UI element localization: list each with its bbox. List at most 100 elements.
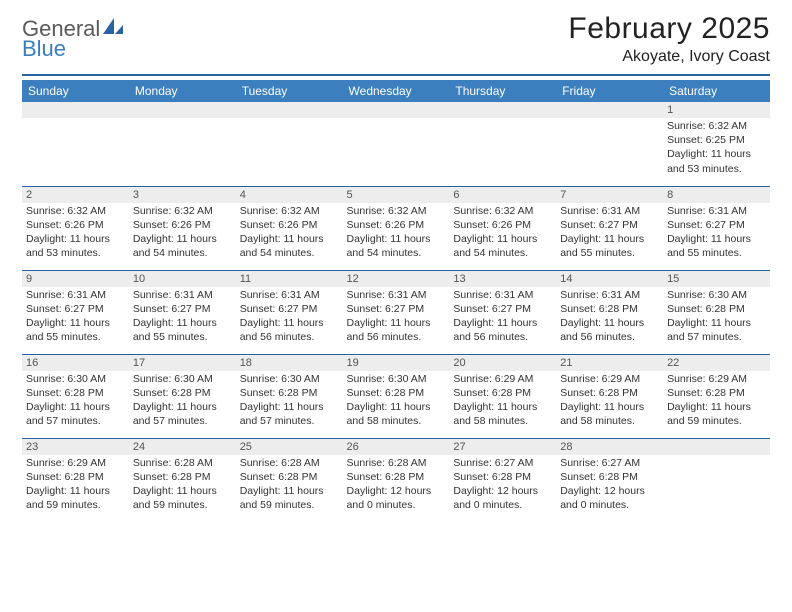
dayhead-thursday: Thursday (449, 80, 556, 102)
dayhead-friday: Friday (556, 80, 663, 102)
sunrise-line: Sunrise: 6:32 AM (347, 204, 446, 218)
sunset-line: Sunset: 6:27 PM (560, 218, 659, 232)
day-number: 8 (663, 187, 770, 203)
calendar-cell (343, 102, 450, 186)
calendar-cell: 16Sunrise: 6:30 AMSunset: 6:28 PMDayligh… (22, 354, 129, 438)
calendar-cell (556, 102, 663, 186)
calendar-cell: 13Sunrise: 6:31 AMSunset: 6:27 PMDayligh… (449, 270, 556, 354)
calendar-cell: 2Sunrise: 6:32 AMSunset: 6:26 PMDaylight… (22, 186, 129, 270)
daylight-line: Daylight: 11 hours and 58 minutes. (560, 400, 659, 428)
day-number: 22 (663, 355, 770, 371)
day-number: 13 (449, 271, 556, 287)
title-block: February 2025 Akoyate, Ivory Coast (568, 12, 770, 66)
calendar-cell (663, 438, 770, 522)
day-details: Sunrise: 6:32 AMSunset: 6:26 PMDaylight:… (236, 203, 343, 263)
day-number (449, 102, 556, 118)
calendar-cell: 22Sunrise: 6:29 AMSunset: 6:28 PMDayligh… (663, 354, 770, 438)
calendar-row: 1Sunrise: 6:32 AMSunset: 6:25 PMDaylight… (22, 102, 770, 186)
day-number: 6 (449, 187, 556, 203)
sunset-line: Sunset: 6:28 PM (560, 386, 659, 400)
calendar-cell: 12Sunrise: 6:31 AMSunset: 6:27 PMDayligh… (343, 270, 450, 354)
sunset-line: Sunset: 6:28 PM (26, 386, 125, 400)
location-text: Akoyate, Ivory Coast (568, 48, 770, 66)
calendar-cell (236, 102, 343, 186)
sunrise-line: Sunrise: 6:29 AM (26, 456, 125, 470)
dayhead-saturday: Saturday (663, 80, 770, 102)
day-number: 11 (236, 271, 343, 287)
daylight-line: Daylight: 12 hours and 0 minutes. (560, 484, 659, 512)
sunset-line: Sunset: 6:28 PM (453, 470, 552, 484)
day-details: Sunrise: 6:30 AMSunset: 6:28 PMDaylight:… (22, 371, 129, 431)
day-details: Sunrise: 6:30 AMSunset: 6:28 PMDaylight:… (343, 371, 450, 431)
daylight-line: Daylight: 11 hours and 54 minutes. (133, 232, 232, 260)
day-number: 14 (556, 271, 663, 287)
daylight-line: Daylight: 11 hours and 57 minutes. (667, 316, 766, 344)
day-details: Sunrise: 6:32 AMSunset: 6:26 PMDaylight:… (129, 203, 236, 263)
daylight-line: Daylight: 12 hours and 0 minutes. (453, 484, 552, 512)
day-details: Sunrise: 6:32 AMSunset: 6:26 PMDaylight:… (343, 203, 450, 263)
sunset-line: Sunset: 6:26 PM (453, 218, 552, 232)
day-number: 25 (236, 439, 343, 455)
day-details: Sunrise: 6:31 AMSunset: 6:27 PMDaylight:… (449, 287, 556, 347)
sunrise-line: Sunrise: 6:31 AM (347, 288, 446, 302)
calendar-cell: 18Sunrise: 6:30 AMSunset: 6:28 PMDayligh… (236, 354, 343, 438)
calendar-cell: 9Sunrise: 6:31 AMSunset: 6:27 PMDaylight… (22, 270, 129, 354)
calendar-row: 16Sunrise: 6:30 AMSunset: 6:28 PMDayligh… (22, 354, 770, 438)
sunrise-line: Sunrise: 6:31 AM (133, 288, 232, 302)
day-details: Sunrise: 6:29 AMSunset: 6:28 PMDaylight:… (556, 371, 663, 431)
sunrise-line: Sunrise: 6:32 AM (26, 204, 125, 218)
day-number (343, 102, 450, 118)
day-details: Sunrise: 6:31 AMSunset: 6:28 PMDaylight:… (556, 287, 663, 347)
calendar-table: Sunday Monday Tuesday Wednesday Thursday… (22, 80, 770, 522)
day-details: Sunrise: 6:29 AMSunset: 6:28 PMDaylight:… (449, 371, 556, 431)
dayhead-wednesday: Wednesday (343, 80, 450, 102)
sunset-line: Sunset: 6:26 PM (26, 218, 125, 232)
day-number: 16 (22, 355, 129, 371)
brand-logo: General Blue (22, 18, 124, 60)
daylight-line: Daylight: 11 hours and 59 minutes. (667, 400, 766, 428)
sunrise-line: Sunrise: 6:30 AM (133, 372, 232, 386)
sunrise-line: Sunrise: 6:31 AM (240, 288, 339, 302)
day-details: Sunrise: 6:32 AMSunset: 6:25 PMDaylight:… (663, 118, 770, 178)
sunrise-line: Sunrise: 6:32 AM (133, 204, 232, 218)
daylight-line: Daylight: 11 hours and 55 minutes. (667, 232, 766, 260)
calendar-cell: 10Sunrise: 6:31 AMSunset: 6:27 PMDayligh… (129, 270, 236, 354)
sunrise-line: Sunrise: 6:28 AM (347, 456, 446, 470)
dayhead-tuesday: Tuesday (236, 80, 343, 102)
sunrise-line: Sunrise: 6:30 AM (347, 372, 446, 386)
calendar-header-row: Sunday Monday Tuesday Wednesday Thursday… (22, 80, 770, 102)
calendar-cell: 26Sunrise: 6:28 AMSunset: 6:28 PMDayligh… (343, 438, 450, 522)
calendar-cell (129, 102, 236, 186)
calendar-cell: 11Sunrise: 6:31 AMSunset: 6:27 PMDayligh… (236, 270, 343, 354)
calendar-row: 9Sunrise: 6:31 AMSunset: 6:27 PMDaylight… (22, 270, 770, 354)
day-number (129, 102, 236, 118)
day-details: Sunrise: 6:29 AMSunset: 6:28 PMDaylight:… (22, 455, 129, 515)
day-number: 28 (556, 439, 663, 455)
sunrise-line: Sunrise: 6:29 AM (667, 372, 766, 386)
calendar-body: 1Sunrise: 6:32 AMSunset: 6:25 PMDaylight… (22, 102, 770, 522)
calendar-cell: 5Sunrise: 6:32 AMSunset: 6:26 PMDaylight… (343, 186, 450, 270)
daylight-line: Daylight: 11 hours and 57 minutes. (133, 400, 232, 428)
day-number: 20 (449, 355, 556, 371)
day-number: 18 (236, 355, 343, 371)
day-number (236, 102, 343, 118)
daylight-line: Daylight: 12 hours and 0 minutes. (347, 484, 446, 512)
daylight-line: Daylight: 11 hours and 56 minutes. (240, 316, 339, 344)
sunrise-line: Sunrise: 6:31 AM (560, 288, 659, 302)
header-divider (22, 74, 770, 76)
daylight-line: Daylight: 11 hours and 59 minutes. (240, 484, 339, 512)
sunset-line: Sunset: 6:27 PM (347, 302, 446, 316)
day-number: 12 (343, 271, 450, 287)
daylight-line: Daylight: 11 hours and 56 minutes. (453, 316, 552, 344)
calendar-cell: 14Sunrise: 6:31 AMSunset: 6:28 PMDayligh… (556, 270, 663, 354)
day-details: Sunrise: 6:27 AMSunset: 6:28 PMDaylight:… (449, 455, 556, 515)
sunset-line: Sunset: 6:28 PM (240, 386, 339, 400)
day-number (663, 439, 770, 455)
day-details: Sunrise: 6:32 AMSunset: 6:26 PMDaylight:… (22, 203, 129, 263)
brand-sail-icon (102, 18, 124, 40)
calendar-row: 2Sunrise: 6:32 AMSunset: 6:26 PMDaylight… (22, 186, 770, 270)
day-number: 9 (22, 271, 129, 287)
daylight-line: Daylight: 11 hours and 55 minutes. (560, 232, 659, 260)
sunset-line: Sunset: 6:27 PM (240, 302, 339, 316)
sunrise-line: Sunrise: 6:28 AM (240, 456, 339, 470)
